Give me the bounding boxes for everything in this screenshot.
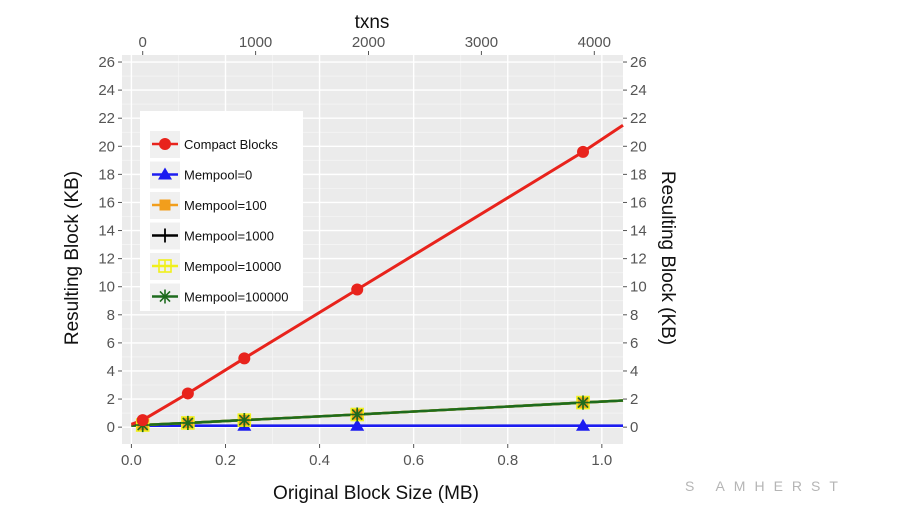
series-marker-1 [350, 418, 365, 431]
legend-key-marker-shape [158, 167, 172, 180]
x-tick-label: 0.2 [215, 452, 236, 469]
y2-tick-label: 20 [630, 138, 647, 155]
series-marker-5-stroke [577, 396, 589, 409]
x2-axis-title: txns [355, 12, 390, 33]
series-marker-1-shape [350, 418, 365, 431]
grid-lines [122, 55, 623, 444]
series-marker-5-stroke [182, 417, 194, 429]
x-tick-label: 0.0 [121, 452, 142, 469]
series-marker-1 [576, 418, 591, 431]
legend-key-marker-shape [159, 138, 171, 150]
y2-tick-label: 0 [630, 419, 638, 436]
y-tick-label: 10 [98, 279, 115, 296]
x2-tick-label: 3000 [465, 34, 498, 51]
legend-label: Mempool=1000 [184, 229, 274, 244]
y-tick-label: 22 [98, 110, 115, 127]
series-marker-0-shape [577, 145, 590, 158]
legend-label: Mempool=100 [184, 198, 267, 213]
series-marker-5-stroke [351, 408, 363, 421]
series-marker-0-shape [136, 414, 149, 427]
y-tick-label: 2 [107, 391, 115, 408]
watermark-logo: S AMHERST [685, 478, 847, 494]
y2-tick-label: 26 [630, 54, 647, 71]
y2-tick-label: 10 [630, 279, 647, 296]
y2-tick-label: 24 [630, 82, 647, 99]
series-marker-5 [180, 415, 195, 430]
x2-tick-label: 1000 [239, 34, 272, 51]
x-tick-label: 0.4 [309, 452, 330, 469]
x-axis-title: Original Block Size (MB) [273, 483, 479, 504]
y2-axis-title: Resulting Block (KB) [657, 171, 678, 345]
y-tick-label: 20 [98, 138, 115, 155]
y2-tick-label: 2 [630, 391, 638, 408]
x2-tick-label: 0 [139, 34, 147, 51]
series-marker-5 [350, 407, 365, 422]
series-marker-5 [576, 395, 591, 410]
series-marker-0-shape [181, 387, 194, 400]
legend-key-marker [158, 259, 172, 273]
legend-label: Mempool=100000 [184, 290, 288, 305]
series-marker-0-shape [238, 352, 251, 365]
series-marker-0 [238, 352, 251, 365]
series-marker-5-stroke [238, 414, 250, 426]
legend-key-marker-stroke [159, 290, 171, 303]
y2-tick-label: 8 [630, 307, 638, 324]
y-tick-label: 16 [98, 194, 115, 211]
y2-tick-label: 16 [630, 194, 647, 211]
legend-key-marker [158, 167, 172, 180]
y-tick-label: 6 [107, 335, 115, 352]
y-tick-label: 26 [98, 54, 115, 71]
x-tick-label: 1.0 [591, 452, 612, 469]
y-tick-label: 8 [107, 307, 115, 324]
y2-tick-label: 6 [630, 335, 638, 352]
y-tick-label: 18 [98, 166, 115, 183]
legend-key-marker [158, 289, 172, 304]
legend: Compact Blocks Mempool=0 Mempool=100 Mempoo… [140, 111, 303, 311]
series-marker-0 [351, 283, 364, 296]
legend-label: Mempool=10000 [184, 259, 281, 274]
y2-tick-label: 12 [630, 251, 647, 268]
legend-label: Mempool=0 [184, 168, 252, 183]
legend-key-marker-shape [159, 199, 171, 211]
y-axis-title: Resulting Block (KB) [62, 171, 83, 345]
legend-key-marker [159, 199, 171, 211]
series-marker-0 [136, 414, 149, 427]
y-tick-label: 14 [98, 223, 115, 240]
series-marker-5 [237, 413, 252, 428]
y2-tick-label: 22 [630, 110, 647, 127]
y2-tick-label: 18 [630, 166, 647, 183]
y-tick-label: 4 [107, 363, 115, 380]
x-tick-label: 0.8 [497, 452, 518, 469]
series-marker-0-shape [351, 283, 364, 296]
legend-key-marker [159, 138, 171, 150]
legend-label: Compact Blocks [184, 137, 278, 152]
y2-tick-label: 14 [630, 223, 647, 240]
series-marker-0 [577, 145, 590, 158]
legend-key-marker [158, 228, 172, 243]
y-tick-label: 24 [98, 82, 115, 99]
series-markers [135, 145, 591, 433]
x2-tick-label: 2000 [352, 34, 385, 51]
x2-tick-label: 4000 [578, 34, 611, 51]
y2-tick-label: 4 [630, 363, 638, 380]
x-tick-label: 0.6 [403, 452, 424, 469]
y-tick-label: 0 [107, 419, 115, 436]
y-tick-label: 12 [98, 251, 115, 268]
series-marker-0 [181, 387, 194, 400]
series-marker-1-shape [576, 418, 591, 431]
